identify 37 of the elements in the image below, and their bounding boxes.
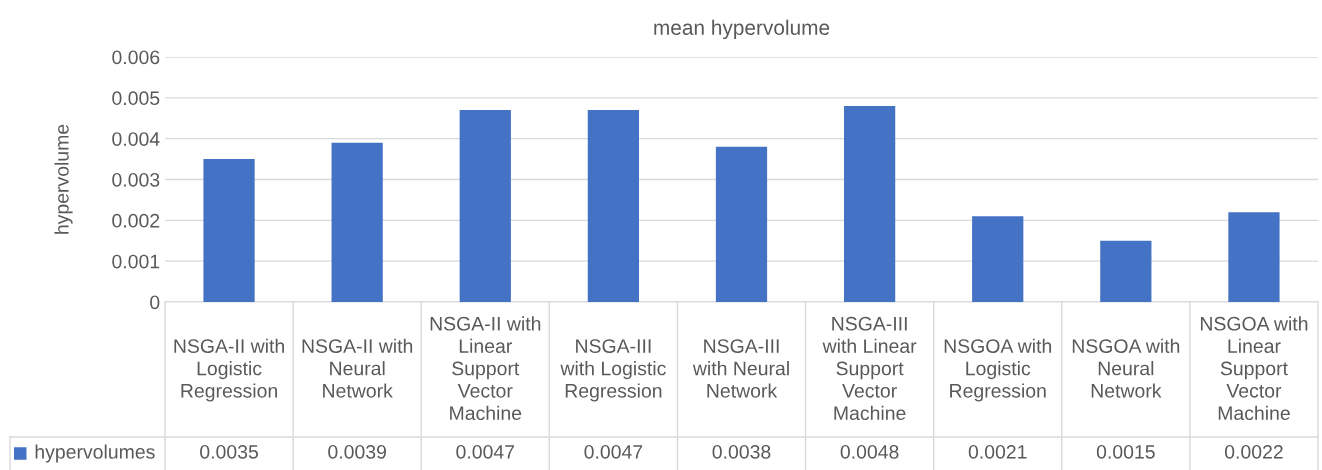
x-tick-label: NSGOA with Neural Network bbox=[1072, 338, 1180, 398]
bar bbox=[459, 110, 511, 302]
x-tick-label: NSGOA with Logistic Regression bbox=[944, 338, 1052, 402]
data-label: 0.0038 bbox=[712, 444, 771, 459]
data-label: 0.0022 bbox=[1224, 444, 1283, 459]
bar bbox=[972, 216, 1024, 302]
y-tick-label: 0.004 bbox=[112, 132, 160, 146]
x-tick-label: NSGA-II with Logistic Regression bbox=[174, 338, 284, 402]
y-tick-label: 0.002 bbox=[112, 213, 160, 228]
data-label: 0.0039 bbox=[328, 444, 386, 459]
y-tick-label: 0.005 bbox=[112, 91, 160, 106]
data-label: 0.0015 bbox=[1096, 444, 1155, 459]
bar bbox=[587, 110, 640, 302]
x-tick-label: NSGA-III with Neural Network bbox=[692, 339, 789, 398]
data-label: 0.0035 bbox=[200, 444, 258, 459]
data-label: 0.0047 bbox=[584, 444, 643, 459]
y-tick-label: 0.001 bbox=[112, 254, 160, 269]
y-tick-label: 0.003 bbox=[112, 172, 160, 187]
bar bbox=[1100, 240, 1152, 302]
y-tick-label: 0.006 bbox=[112, 50, 160, 65]
data-label: 0.0021 bbox=[968, 444, 1027, 459]
bar bbox=[203, 159, 255, 302]
bar bbox=[331, 142, 383, 302]
y-axis-title: hypervolume bbox=[54, 124, 73, 234]
bar bbox=[1228, 212, 1280, 302]
data-label: 0.0047 bbox=[456, 444, 515, 459]
bar bbox=[843, 106, 896, 302]
x-tick-label: NSGOA with Linear Support Vector Machine bbox=[1200, 316, 1308, 421]
chart-title: mean hypervolume bbox=[654, 19, 830, 40]
y-tick-label: 0 bbox=[150, 295, 160, 310]
x-tick-label: NSGA-II with Linear Support Vector Machine bbox=[430, 316, 541, 421]
x-tick-label: NSGA-III with Logistic Regression bbox=[560, 339, 666, 402]
x-tick-label: NSGA-III with Linear Support Vector Machine bbox=[822, 316, 917, 421]
data-label: 0.0048 bbox=[840, 444, 899, 459]
legend-label: hypervolumes bbox=[35, 444, 155, 463]
x-tick-label: NSGA-II with Neural Network bbox=[302, 338, 413, 398]
bar bbox=[715, 146, 768, 302]
